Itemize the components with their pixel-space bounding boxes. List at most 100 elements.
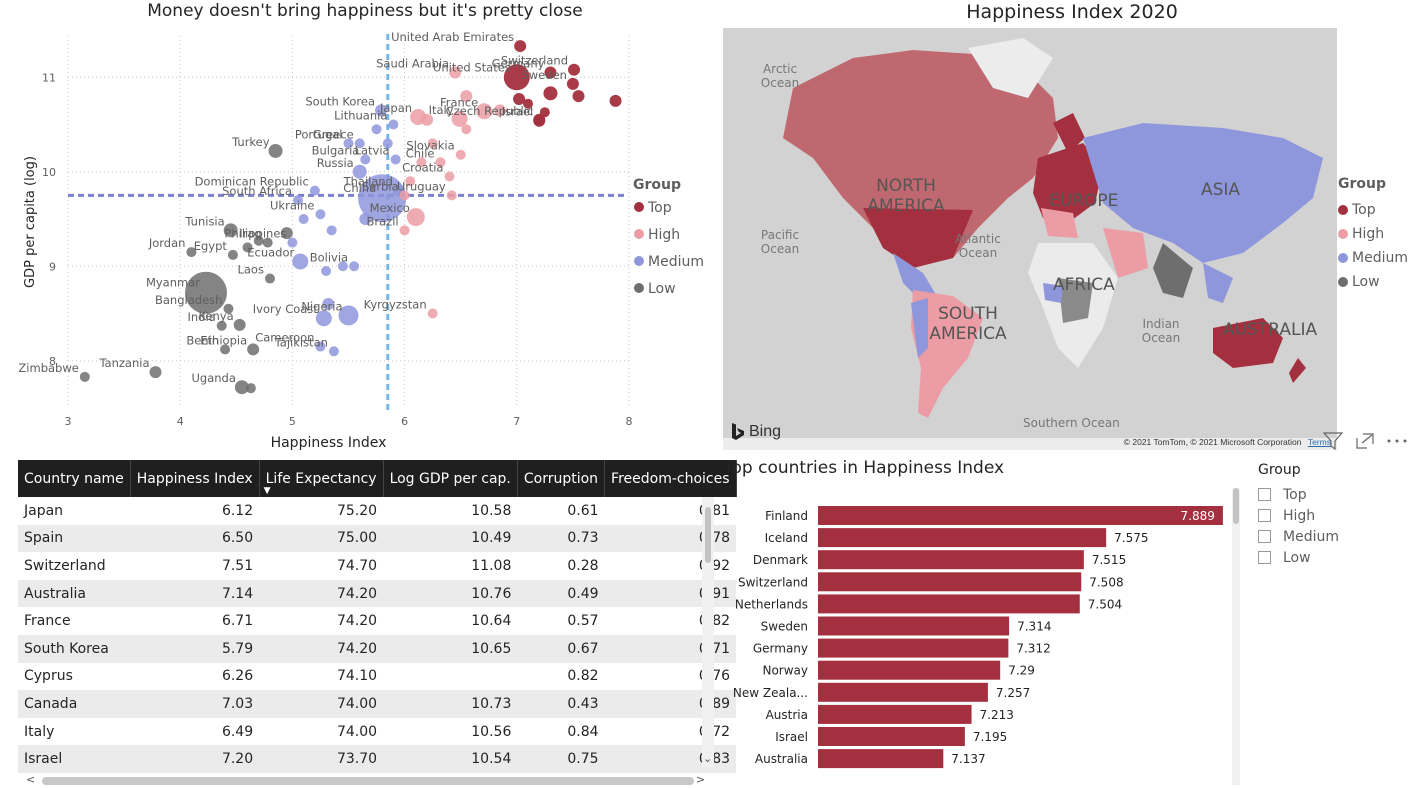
scatter-point[interactable] bbox=[338, 305, 359, 326]
table-vertical-scrollbar[interactable] bbox=[702, 497, 714, 767]
scatter-point[interactable] bbox=[326, 225, 337, 236]
scatter-point[interactable] bbox=[360, 154, 371, 165]
map-legend-item-medium[interactable]: Medium bbox=[1338, 246, 1408, 270]
scatter-point[interactable] bbox=[227, 249, 238, 260]
scatter-point[interactable] bbox=[405, 176, 416, 187]
group-slicer[interactable]: Group Top High Medium Low bbox=[1258, 462, 1418, 582]
bar[interactable] bbox=[818, 594, 1080, 614]
col-header-country[interactable]: Country name bbox=[18, 460, 131, 497]
slicer-item-low[interactable]: Low bbox=[1258, 547, 1418, 568]
scatter-chart[interactable]: 3 4 5 6 7 8 8 9 10 11 Happiness Index GDP per capit… bbox=[0, 0, 712, 455]
map-visual[interactable]: Happiness Index 2020 bbox=[718, 0, 1426, 455]
scatter-point[interactable] bbox=[264, 273, 275, 284]
scatter-point[interactable] bbox=[493, 104, 506, 117]
scatter-point[interactable] bbox=[427, 308, 438, 319]
scatter-point[interactable] bbox=[298, 214, 309, 224]
scatter-point[interactable] bbox=[568, 63, 581, 76]
scatter-point[interactable] bbox=[253, 235, 264, 246]
col-header-corruption[interactable]: Corruption bbox=[517, 460, 606, 497]
table-row[interactable]: Israel 7.20 73.70 10.54 0.75 0.83 bbox=[18, 745, 737, 773]
scatter-point[interactable] bbox=[233, 318, 246, 331]
bar[interactable] bbox=[818, 727, 965, 746]
scatter-point[interactable] bbox=[523, 98, 534, 109]
slicer-item-medium[interactable]: Medium bbox=[1258, 526, 1418, 547]
scatter-point[interactable] bbox=[223, 223, 238, 238]
scatter-point[interactable] bbox=[315, 209, 326, 220]
filter-icon[interactable] bbox=[1322, 432, 1344, 452]
scatter-point[interactable] bbox=[533, 114, 546, 127]
scroll-left-icon[interactable]: < bbox=[26, 773, 36, 786]
scatter-point[interactable] bbox=[216, 320, 227, 331]
scatter-point[interactable] bbox=[514, 40, 527, 53]
scatter-point[interactable] bbox=[399, 190, 410, 201]
scroll-right-icon[interactable]: > bbox=[696, 773, 706, 786]
scatter-point[interactable] bbox=[79, 371, 90, 382]
scatter-point[interactable] bbox=[543, 86, 558, 101]
scatter-point[interactable] bbox=[149, 366, 162, 379]
scatter-visual[interactable]: Money doesn't bring happiness but it's p… bbox=[0, 0, 712, 455]
bar[interactable] bbox=[818, 550, 1084, 570]
scatter-legend-label[interactable]: High bbox=[648, 227, 680, 243]
scatter-point[interactable] bbox=[455, 149, 466, 160]
scatter-point[interactable] bbox=[287, 237, 298, 248]
bar[interactable] bbox=[818, 660, 1001, 680]
scatter-legend-label[interactable]: Low bbox=[648, 281, 676, 297]
scatter-point[interactable] bbox=[451, 110, 468, 127]
scatter-point[interactable] bbox=[421, 113, 434, 126]
bar-chart-scrollbar[interactable] bbox=[1232, 488, 1240, 785]
scatter-legend-label[interactable]: Top bbox=[647, 200, 672, 216]
scatter-point[interactable] bbox=[476, 103, 493, 120]
checkbox[interactable] bbox=[1258, 488, 1271, 501]
table-row[interactable]: France 6.71 74.20 10.64 0.57 0.82 bbox=[18, 607, 736, 635]
scatter-point[interactable] bbox=[268, 143, 283, 158]
scatter-point[interactable] bbox=[245, 383, 256, 394]
map-legend-item-low[interactable]: Low bbox=[1338, 270, 1408, 294]
scatter-point[interactable] bbox=[186, 247, 197, 258]
scatter-point[interactable] bbox=[375, 104, 388, 117]
scatter-point[interactable] bbox=[539, 107, 550, 118]
bar-chart-visual[interactable]: Top countries in Happiness Index Finland… bbox=[722, 455, 1242, 788]
scatter-point[interactable] bbox=[234, 380, 249, 395]
table-scroll-thumb[interactable] bbox=[705, 507, 711, 563]
map-legend-item-high[interactable]: High bbox=[1338, 222, 1408, 246]
slicer-item-top[interactable]: Top bbox=[1258, 484, 1418, 505]
scatter-point[interactable] bbox=[449, 66, 462, 79]
scatter-point[interactable] bbox=[544, 66, 557, 79]
scatter-point[interactable] bbox=[315, 310, 332, 327]
scatter-point[interactable] bbox=[461, 124, 472, 135]
scatter-point[interactable] bbox=[390, 154, 401, 165]
scatter-point[interactable] bbox=[382, 138, 393, 149]
table-row[interactable]: Spain 6.50 75.00 10.49 0.73 0.78 bbox=[18, 524, 737, 553]
scatter-point[interactable] bbox=[293, 195, 304, 206]
table-hscroll-thumb[interactable] bbox=[42, 777, 694, 785]
scatter-point[interactable] bbox=[328, 346, 339, 357]
scatter-point[interactable] bbox=[223, 303, 234, 314]
bar[interactable] bbox=[818, 749, 944, 769]
bar[interactable] bbox=[818, 506, 1223, 525]
scatter-point[interactable] bbox=[503, 64, 530, 91]
scatter-point[interactable] bbox=[352, 164, 367, 179]
scroll-down-icon[interactable]: ⌄ bbox=[703, 752, 713, 765]
scatter-point[interactable] bbox=[388, 119, 399, 130]
scatter-point[interactable] bbox=[185, 271, 228, 314]
scatter-point[interactable] bbox=[566, 77, 579, 90]
table-row[interactable]: Cyprus 6.26 74.10 0.82 0.76 bbox=[18, 663, 736, 691]
bar-chart-scroll-thumb[interactable] bbox=[1233, 488, 1239, 524]
map-terms-link[interactable]: Terms bbox=[1307, 437, 1331, 447]
scatter-point[interactable] bbox=[371, 124, 382, 135]
scatter-point[interactable] bbox=[309, 185, 320, 196]
scatter-point[interactable] bbox=[354, 138, 365, 149]
scatter-point[interactable] bbox=[322, 298, 335, 311]
table-row[interactable]: Canada 7.03 74.00 10.73 0.43 0.89 bbox=[18, 690, 737, 718]
checkbox[interactable] bbox=[1258, 509, 1271, 522]
scatter-point[interactable] bbox=[262, 237, 273, 248]
scatter-point[interactable] bbox=[460, 90, 473, 103]
scatter-legend-label[interactable]: Medium bbox=[648, 254, 704, 270]
scatter-point[interactable] bbox=[513, 92, 526, 105]
scatter-point[interactable] bbox=[427, 138, 438, 149]
scatter-point[interactable] bbox=[343, 138, 354, 149]
scatter-point[interactable] bbox=[321, 265, 332, 276]
table-horizontal-scrollbar[interactable]: < > bbox=[18, 773, 706, 787]
scatter-point[interactable] bbox=[406, 208, 425, 227]
checkbox[interactable] bbox=[1258, 551, 1271, 564]
